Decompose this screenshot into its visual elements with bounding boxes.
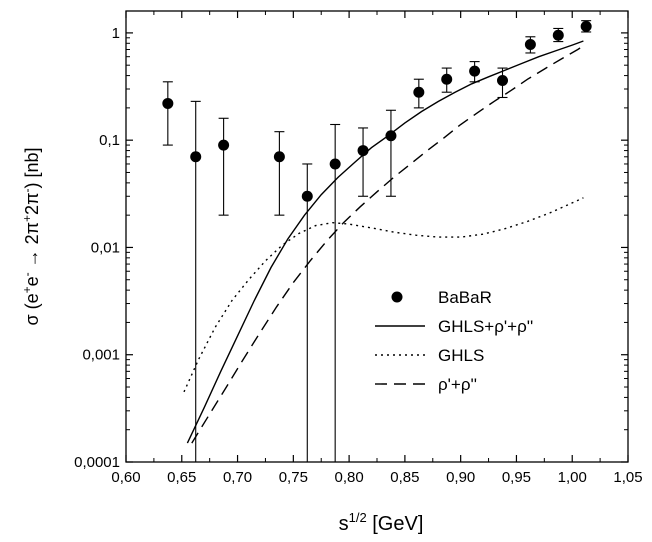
curve-solid [186, 40, 584, 444]
data-point [413, 86, 425, 98]
x-tick-label: 0,90 [446, 469, 475, 486]
data-point [497, 74, 508, 86]
data-point [218, 139, 230, 151]
data-point [524, 38, 536, 50]
y-tick-label: 0,01 [91, 239, 120, 256]
x-tick-label: 0,65 [167, 469, 196, 486]
x-tick-label: 1,05 [613, 469, 642, 486]
data-point [580, 20, 592, 32]
legend-label-babar: BaBaR [438, 288, 492, 307]
y-tick-label: 0,001 [82, 347, 120, 364]
x-tick-label: 1,00 [558, 469, 587, 486]
x-tick-label: 0,95 [502, 469, 531, 486]
y-tick-label: 1 [112, 25, 120, 42]
legend-label-solid: GHLS+ρ'+ρ'' [438, 317, 533, 336]
x-tick-label: 0,85 [390, 469, 419, 486]
data-point [469, 65, 481, 77]
x-tick-label: 0,80 [335, 469, 364, 486]
x-axis-label: s1/2 [GeV] [339, 510, 424, 535]
data-point [385, 130, 397, 142]
data-point [301, 190, 313, 202]
y-tick-label: 0,0001 [74, 454, 120, 471]
data-point [162, 97, 174, 109]
legend-label-dashed: ρ'+ρ'' [438, 375, 477, 394]
legend-label-dotted: GHLS [438, 346, 484, 365]
data-point [441, 73, 453, 85]
x-tick-label: 0,60 [111, 469, 140, 486]
curve-dashed [191, 43, 586, 444]
y-axis-label: σ (e+e- → 2π+2π-) [nb] [20, 147, 42, 325]
legend-marker-babar [391, 291, 403, 303]
data-point [552, 29, 564, 41]
data-point [357, 145, 369, 157]
y-tick-label: 0,1 [99, 132, 120, 149]
plot-frame [125, 10, 629, 463]
data-point [190, 151, 202, 163]
x-tick-label: 0,75 [279, 469, 308, 486]
x-tick-label: 0,70 [223, 469, 252, 486]
curve-dotted [183, 197, 584, 393]
data-point [273, 151, 285, 163]
data-point [329, 158, 341, 170]
